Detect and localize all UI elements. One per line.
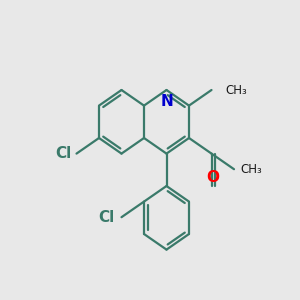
Text: N: N <box>160 94 173 109</box>
Text: CH₃: CH₃ <box>240 163 262 176</box>
Text: Cl: Cl <box>98 210 115 225</box>
Text: Cl: Cl <box>55 146 71 161</box>
Text: CH₃: CH₃ <box>225 83 247 97</box>
Text: O: O <box>206 169 220 184</box>
